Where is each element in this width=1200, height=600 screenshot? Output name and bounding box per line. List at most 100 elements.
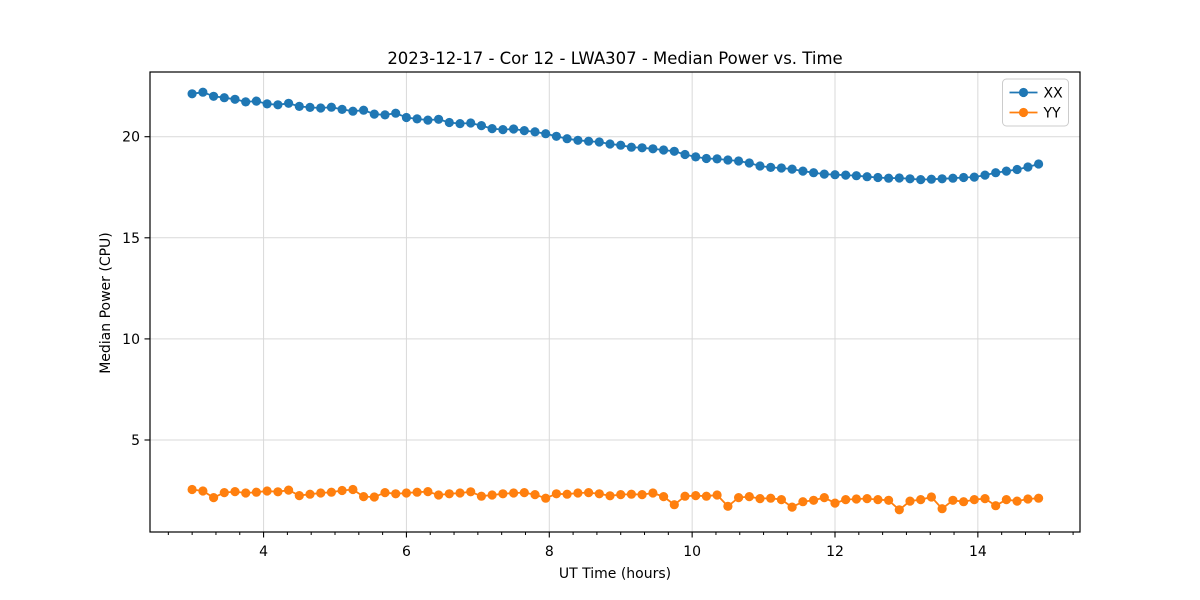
data-point-YY [766, 493, 776, 503]
data-point-XX [455, 119, 465, 129]
y-axis-label: Median Power (CPU) [98, 232, 114, 374]
data-point-YY [530, 490, 540, 500]
data-point-XX [637, 143, 647, 153]
data-point-YY [584, 488, 594, 498]
grid-layer [150, 72, 1080, 532]
data-point-YY [444, 489, 454, 499]
data-point-XX [444, 117, 454, 128]
data-point-YY [423, 487, 433, 497]
data-point-XX [798, 166, 808, 176]
data-point-XX [348, 106, 358, 116]
y-tick-label: 5 [131, 433, 140, 449]
data-point-XX [187, 89, 197, 99]
data-point-YY [937, 504, 947, 514]
data-point-YY [948, 495, 958, 505]
data-point-YY [830, 498, 840, 508]
data-point-YY [251, 487, 261, 497]
data-point-XX [605, 139, 615, 149]
data-point-YY [959, 497, 969, 507]
data-point-XX [423, 115, 433, 125]
data-point-YY [294, 491, 304, 501]
data-point-YY [187, 484, 197, 495]
data-point-YY [262, 486, 272, 496]
data-point-XX [905, 174, 915, 184]
data-point-XX [755, 161, 765, 171]
data-point-XX [573, 135, 583, 145]
plot-frame [149, 71, 1081, 533]
data-point-YY [541, 493, 551, 503]
legend-label-YY: YY [1043, 106, 1062, 122]
data-point-YY [894, 505, 904, 515]
data-point-XX [541, 129, 551, 139]
data-point-YY [680, 491, 690, 501]
data-point-YY [1023, 494, 1033, 504]
data-point-XX [530, 127, 540, 137]
data-point-XX [669, 146, 679, 156]
data-point-YY [487, 490, 497, 500]
data-point-XX [991, 168, 1001, 178]
data-point-YY [476, 491, 486, 501]
data-point-XX [691, 152, 701, 162]
data-point-YY [712, 490, 722, 500]
data-point-YY [455, 488, 465, 498]
data-point-YY [519, 488, 529, 498]
data-point-XX [616, 140, 626, 150]
data-point-XX [787, 164, 797, 174]
data-point-YY [755, 494, 765, 504]
legend-label-XX: XX [1044, 86, 1064, 102]
data-point-XX [326, 102, 336, 112]
data-point-YY [648, 488, 658, 498]
data-point-XX [830, 170, 840, 180]
data-point-YY [873, 495, 883, 505]
data-point-YY [573, 488, 583, 498]
data-point-YY [734, 493, 744, 503]
data-point-XX [712, 154, 722, 164]
data-point-XX [819, 169, 829, 179]
data-point-XX [337, 104, 347, 114]
data-point-XX [959, 172, 969, 183]
x-tick-label: 6 [402, 544, 411, 560]
data-point-XX [316, 103, 326, 113]
x-tick-label: 14 [969, 544, 987, 560]
data-point-YY [616, 490, 626, 500]
data-point-YY [862, 494, 872, 504]
data-point-YY [359, 492, 369, 502]
data-point-XX [1023, 162, 1033, 172]
data-point-XX [1001, 166, 1012, 176]
data-point-YY [744, 492, 754, 502]
data-point-XX [1034, 159, 1044, 169]
data-point-YY [305, 489, 315, 499]
data-point-XX [873, 172, 883, 183]
data-point-YY [551, 489, 562, 499]
data-point-XX [241, 97, 251, 107]
series-layer [187, 87, 1044, 515]
data-point-YY [884, 495, 894, 505]
data-point-YY [369, 492, 379, 502]
data-point-XX [776, 163, 787, 173]
y-tick-label: 20 [122, 130, 140, 146]
data-point-XX [851, 171, 862, 181]
data-point-XX [701, 153, 712, 164]
data-point-XX [359, 105, 369, 115]
data-point-XX [498, 125, 508, 135]
data-point-YY [626, 489, 637, 499]
data-point-XX [626, 142, 637, 152]
data-point-YY [926, 492, 937, 502]
data-point-YY [241, 488, 251, 498]
data-point-YY [980, 494, 990, 504]
data-point-XX [723, 155, 733, 165]
chart-title: 2023-12-17 - Cor 12 - LWA307 - Median Po… [387, 49, 842, 68]
data-point-XX [519, 126, 529, 136]
legend-marker-YY [1018, 107, 1029, 118]
data-point-YY [219, 488, 229, 498]
data-point-XX [937, 174, 947, 184]
data-point-YY [637, 490, 647, 500]
data-point-YY [348, 484, 358, 495]
data-point-XX [734, 156, 744, 166]
data-point-YY [1034, 493, 1044, 503]
data-point-YY [209, 493, 219, 503]
x-tick-label: 10 [683, 544, 701, 560]
data-point-YY [851, 494, 862, 504]
data-point-XX [809, 168, 819, 178]
